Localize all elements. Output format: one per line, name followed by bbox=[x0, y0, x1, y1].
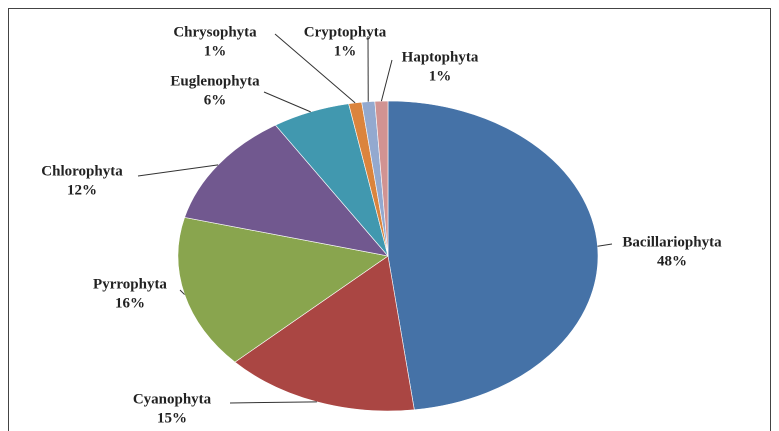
pie-slice bbox=[177, 217, 389, 363]
slice-label: Haptophyta bbox=[402, 49, 479, 65]
slice-label: Chlorophyta bbox=[41, 163, 123, 179]
slice-value-label: 1% bbox=[204, 43, 227, 59]
slice-label: Pyrrophyta bbox=[93, 276, 167, 292]
leader-line bbox=[263, 91, 311, 113]
slice-value-label: 15% bbox=[157, 410, 187, 426]
slice-value-label: 1% bbox=[334, 43, 357, 59]
leader-line bbox=[179, 289, 185, 295]
slice-label: Cyanophyta bbox=[133, 391, 212, 407]
pie-slice bbox=[234, 255, 415, 412]
slice-value-label: 6% bbox=[204, 92, 227, 108]
slice-label: Euglenophyta bbox=[170, 73, 260, 89]
slice-value-label: 1% bbox=[429, 68, 452, 84]
slice-value-label: 48% bbox=[657, 253, 687, 269]
leader-line bbox=[380, 59, 393, 102]
leader-line bbox=[229, 401, 317, 404]
slice-label: Cryptophyta bbox=[304, 24, 387, 40]
pie-slice bbox=[374, 100, 389, 257]
slice-label: Chrysophyta bbox=[173, 24, 257, 40]
slice-label: Bacillariophyta bbox=[622, 234, 722, 250]
slice-value-label: 16% bbox=[115, 295, 145, 311]
leader-line bbox=[274, 33, 356, 104]
frame bbox=[8, 8, 771, 431]
leader-line bbox=[597, 243, 613, 247]
leader-line bbox=[137, 164, 219, 177]
pie-slice bbox=[387, 100, 599, 411]
pie-slice bbox=[184, 124, 389, 257]
slice-value-label: 12% bbox=[67, 182, 97, 198]
